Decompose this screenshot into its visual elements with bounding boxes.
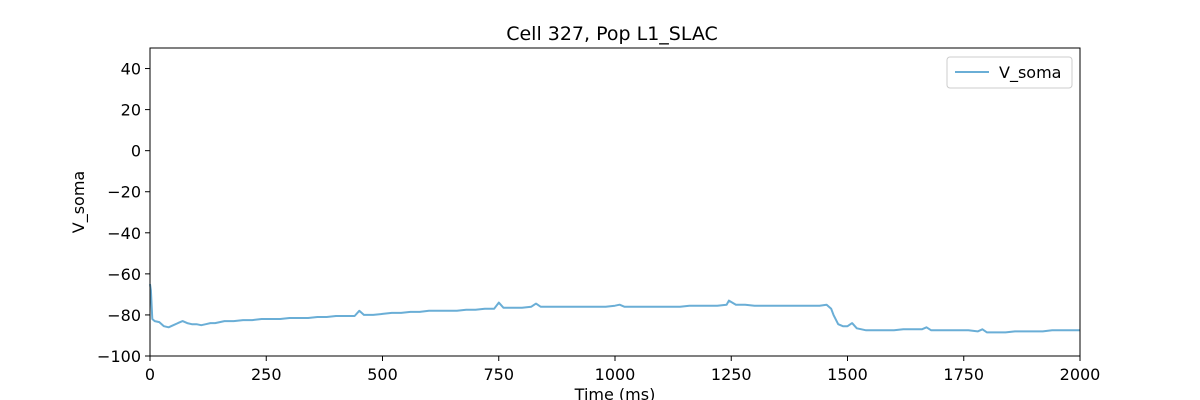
plot-line-layer xyxy=(149,283,1080,334)
x-tick-label: 2000 xyxy=(1060,365,1101,384)
y-tick-label: 0 xyxy=(131,142,141,161)
y-tick-label: −40 xyxy=(107,224,141,243)
plot-frame xyxy=(149,47,1081,357)
x-tick-label: 1750 xyxy=(943,365,984,384)
x-axis-ticks: 0 250 500 750 1000 1250 1500 1750 2000 xyxy=(145,356,1100,384)
x-tick-label: 500 xyxy=(367,365,398,384)
y-tick-label: −100 xyxy=(97,347,141,366)
y-tick-label: 40 xyxy=(121,60,141,79)
y-axis-label: V_soma xyxy=(69,171,89,233)
y-axis-ticks: −100 −80 −60 −40 −20 0 20 40 xyxy=(97,60,150,366)
y-tick-label: −20 xyxy=(107,183,141,202)
y-tick-label: 20 xyxy=(121,101,141,120)
x-axis-label: Time (ms) xyxy=(574,385,656,400)
x-tick-label: 750 xyxy=(483,365,514,384)
y-tick-label: −60 xyxy=(107,265,141,284)
chart-title: Cell 327, Pop L1_SLAC xyxy=(506,23,718,45)
x-tick-label: 1250 xyxy=(711,365,752,384)
x-tick-label: 250 xyxy=(251,365,282,384)
series-line-v-soma xyxy=(149,283,1080,334)
legend: V_soma xyxy=(946,56,1073,89)
legend-label-v-soma: V_soma xyxy=(999,63,1061,83)
x-tick-label: 1000 xyxy=(595,365,636,384)
x-tick-label: 1500 xyxy=(827,365,868,384)
y-tick-label: −80 xyxy=(107,306,141,325)
x-tick-label: 0 xyxy=(145,365,155,384)
legend-box xyxy=(946,56,1073,89)
